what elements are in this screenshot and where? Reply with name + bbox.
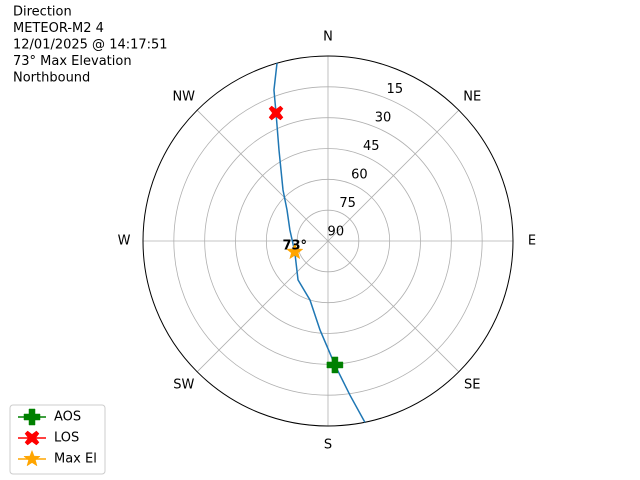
legend-marker	[23, 408, 41, 426]
title-line: Northbound	[13, 71, 90, 86]
r-tick-label: 30	[375, 110, 392, 125]
direction-label: NE	[463, 89, 481, 104]
direction-label: NW	[172, 89, 195, 104]
direction-label: E	[528, 234, 536, 249]
value-label: 73°	[282, 238, 307, 253]
grid-ring	[235, 148, 421, 334]
legend-label: LOS	[54, 431, 79, 446]
grid-ring	[173, 86, 483, 396]
grid-ring	[296, 209, 360, 273]
marker-x	[268, 105, 284, 121]
r-tick-label: 60	[351, 167, 368, 182]
direction-label: SE	[464, 378, 480, 393]
grid-ring	[265, 178, 391, 304]
title-line: METEOR-M2 4	[13, 21, 104, 36]
r-tick-label: 45	[363, 139, 380, 154]
r-tick-label: 75	[339, 196, 356, 211]
title-line: Direction	[13, 5, 72, 20]
legend-label: Max El	[54, 452, 97, 467]
title-line: 73° Max Elevation	[13, 54, 132, 69]
marker-plus	[326, 356, 344, 374]
marker-star	[286, 242, 304, 260]
legend-marker	[24, 430, 40, 446]
r-tick-label: 90	[328, 224, 345, 239]
legend-marker	[23, 449, 41, 467]
direction-label: S	[324, 438, 332, 453]
direction-label: SW	[173, 378, 194, 393]
title-line: 12/01/2025 @ 14:17:51	[13, 38, 168, 53]
direction-label: W	[118, 234, 131, 249]
outer-ring	[142, 55, 514, 427]
r-tick-label: 15	[387, 82, 404, 97]
legend-label: AOS	[54, 410, 81, 425]
direction-label: N	[323, 30, 333, 45]
